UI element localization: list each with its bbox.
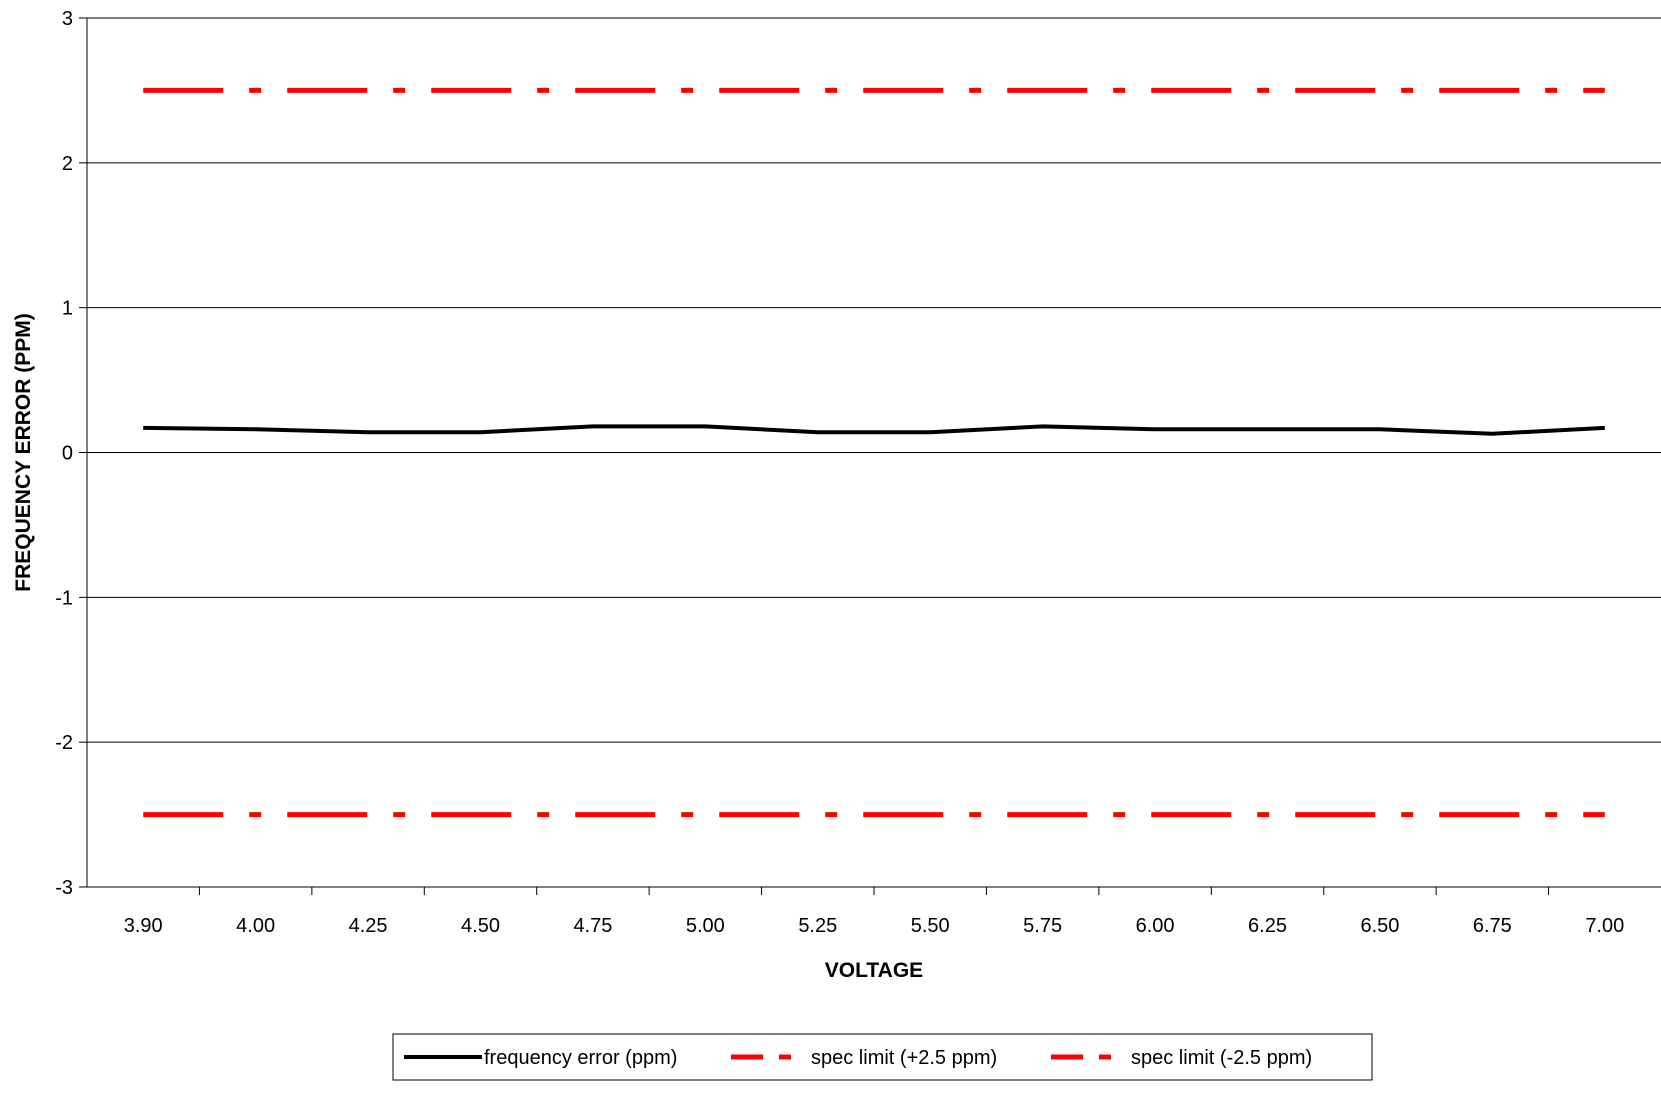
y-tick-label: -1 — [55, 587, 73, 609]
y-axis-title: FREQUENCY ERROR (PPM) — [12, 313, 35, 591]
series-line-0 — [143, 424, 1605, 436]
x-tick-label: 6.50 — [1360, 915, 1399, 937]
x-tick-label: 4.25 — [349, 915, 388, 937]
y-tick-label: -3 — [55, 877, 73, 899]
legend-box — [392, 1033, 1373, 1081]
x-tick-label: 6.75 — [1473, 915, 1512, 937]
x-axis-title: VOLTAGE — [825, 959, 923, 982]
x-tick-label: 4.50 — [461, 915, 500, 937]
legend-label-2: spec limit (-2.5 ppm) — [1131, 1047, 1312, 1069]
y-tick-label: 0 — [62, 443, 73, 465]
x-tick-label: 5.00 — [686, 915, 725, 937]
x-tick-label: 5.75 — [1023, 915, 1062, 937]
gridlines — [87, 17, 1661, 743]
legend: frequency error (ppm) spec limit (+2.5 pp… — [392, 1033, 1373, 1081]
x-tick-label: 4.75 — [573, 915, 612, 937]
y-tick-label: -2 — [55, 732, 73, 754]
x-tick-label: 6.00 — [1136, 915, 1175, 937]
series-lines — [143, 87, 1605, 818]
legend-label-1: spec limit (+2.5 ppm) — [811, 1047, 997, 1069]
x-tick-label: 4.00 — [236, 915, 275, 937]
x-tick-label: 7.00 — [1585, 915, 1624, 937]
axes — [79, 17, 1661, 895]
x-tick-label: 6.25 — [1248, 915, 1287, 937]
tick-labels: 3 2 1 0 -1 -2 -3 3.90 4.00 4.25 4.50 4.75 5.00 5.25 5.… — [55, 8, 1624, 937]
x-tick-label: 3.90 — [124, 915, 163, 937]
y-tick-label: 1 — [62, 298, 73, 320]
x-tick-label: 5.25 — [798, 915, 837, 937]
legend-label-0: frequency error (ppm) — [484, 1047, 677, 1069]
y-tick-label: 3 — [62, 8, 73, 30]
x-tick-label: 5.50 — [911, 915, 950, 937]
y-tick-label: 2 — [62, 153, 73, 175]
